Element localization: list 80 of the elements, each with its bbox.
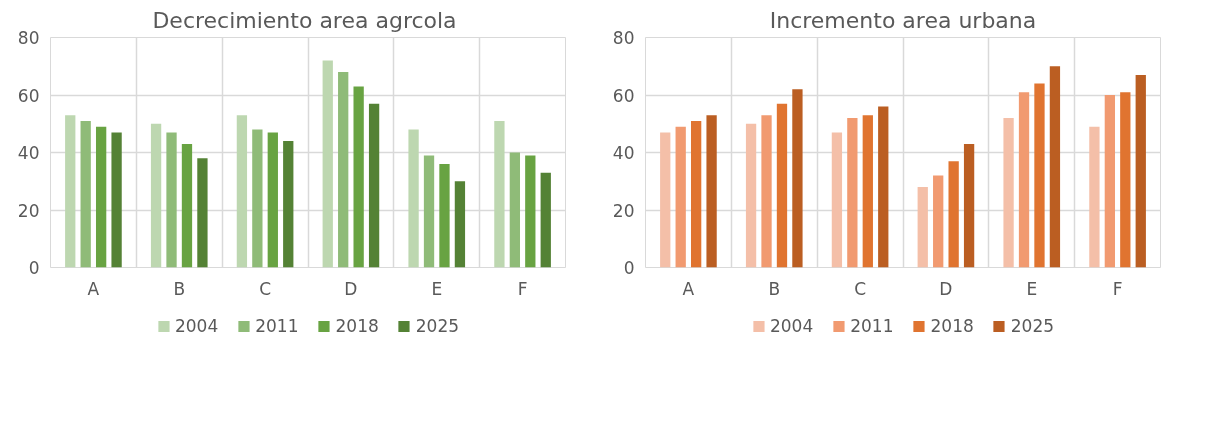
bar bbox=[1003, 118, 1014, 268]
legend-label: 2025 bbox=[1010, 316, 1055, 336]
x-tick-label: A bbox=[682, 278, 695, 299]
y-tick-label: 60 bbox=[17, 85, 40, 106]
bar bbox=[1104, 95, 1116, 268]
x-tick-label: D bbox=[939, 278, 953, 299]
bar bbox=[80, 120, 91, 268]
bar bbox=[706, 115, 717, 268]
chart-title: Decrecimiento area agrcola bbox=[152, 7, 457, 33]
bar bbox=[690, 120, 702, 268]
bar bbox=[322, 60, 333, 268]
bar bbox=[948, 161, 959, 268]
bar bbox=[267, 132, 278, 268]
bar bbox=[963, 143, 975, 268]
x-tick-label: C bbox=[259, 278, 272, 299]
bar bbox=[525, 155, 536, 268]
bar bbox=[65, 115, 76, 268]
bar bbox=[761, 115, 772, 268]
x-tick-label: B bbox=[768, 278, 781, 299]
y-tick-label: 20 bbox=[17, 200, 40, 221]
bar bbox=[1089, 126, 1100, 268]
y-tick-label: 40 bbox=[17, 143, 40, 163]
y-tick-label: 20 bbox=[612, 200, 635, 221]
x-tick-label: E bbox=[431, 278, 443, 299]
bar bbox=[423, 155, 435, 268]
x-tick-label: C bbox=[854, 278, 867, 299]
y-tick-label: 60 bbox=[612, 85, 635, 106]
bar bbox=[166, 132, 177, 268]
bar bbox=[792, 89, 803, 268]
bar bbox=[1135, 74, 1146, 268]
bar bbox=[1034, 83, 1045, 268]
bar bbox=[111, 132, 122, 268]
bar bbox=[847, 118, 858, 268]
bar bbox=[917, 187, 928, 268]
bar bbox=[1120, 92, 1131, 268]
bar bbox=[675, 126, 686, 268]
bar bbox=[745, 123, 757, 268]
bar bbox=[831, 132, 843, 268]
legend-label: 2004 bbox=[174, 316, 219, 336]
legend-label: 2025 bbox=[415, 316, 460, 336]
bar bbox=[494, 120, 505, 268]
legend-label: 2011 bbox=[255, 316, 299, 336]
bar bbox=[933, 175, 944, 268]
y-tick-label: 0 bbox=[28, 258, 40, 278]
chart-title: Incremento area urbana bbox=[769, 7, 1037, 33]
bar bbox=[439, 164, 450, 268]
bar bbox=[181, 143, 193, 268]
bar bbox=[236, 115, 248, 268]
y-tick-label: 80 bbox=[17, 28, 40, 48]
bar bbox=[408, 129, 419, 268]
bar bbox=[368, 103, 380, 268]
bar bbox=[454, 181, 466, 268]
bar bbox=[509, 152, 521, 268]
x-tick-label: B bbox=[173, 278, 186, 299]
bar bbox=[353, 86, 364, 268]
y-tick-label: 40 bbox=[612, 143, 635, 163]
bar bbox=[1049, 66, 1061, 268]
y-tick-label: 80 bbox=[612, 28, 635, 48]
x-tick-label: A bbox=[87, 278, 100, 299]
bar bbox=[150, 123, 162, 268]
bar bbox=[660, 132, 671, 268]
x-tick-label: E bbox=[1026, 278, 1038, 299]
legend-label: 2004 bbox=[769, 316, 814, 336]
bar bbox=[95, 126, 107, 268]
x-tick-label: D bbox=[344, 278, 358, 299]
bar bbox=[540, 172, 551, 268]
legend-label: 2018 bbox=[930, 316, 974, 336]
bar bbox=[776, 103, 788, 268]
legend-label: 2011 bbox=[850, 316, 894, 336]
x-tick-label: F bbox=[1112, 278, 1123, 299]
y-tick-label: 0 bbox=[623, 258, 635, 278]
bar bbox=[1018, 92, 1030, 268]
x-tick-label: F bbox=[517, 278, 528, 299]
bar bbox=[862, 115, 873, 268]
bar bbox=[252, 129, 263, 268]
legend-label: 2018 bbox=[335, 316, 379, 336]
bar bbox=[197, 158, 208, 268]
bar bbox=[283, 141, 294, 268]
bar bbox=[878, 106, 889, 268]
bar bbox=[338, 72, 349, 268]
